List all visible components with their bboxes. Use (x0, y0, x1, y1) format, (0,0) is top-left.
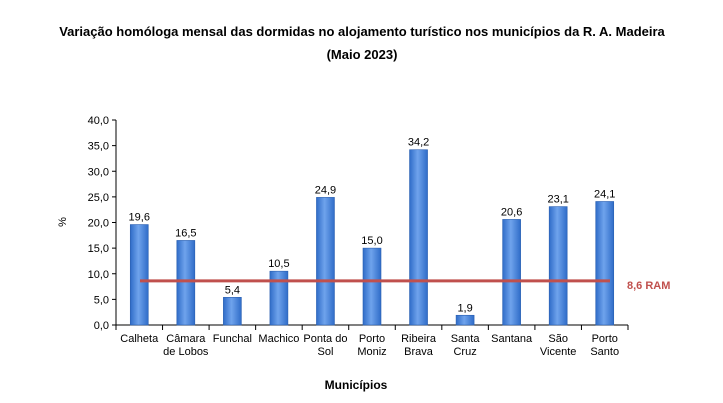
bar (223, 297, 242, 326)
bar (409, 149, 428, 326)
y-tick-label: 20,0 (88, 218, 109, 230)
y-tick-label: 35,0 (88, 141, 109, 153)
x-tick-label: Ribeira Brava (401, 333, 437, 358)
x-tick-label: Porto Moniz (357, 333, 386, 358)
x-tick-label: Funchal (213, 333, 252, 345)
bar (595, 201, 615, 326)
x-tick-label: Câmara de Lobos (163, 333, 209, 358)
reference-line-label: 8,6 RAM (627, 280, 670, 292)
y-tick-label: 0,0 (94, 320, 109, 332)
bar (362, 247, 382, 326)
y-tick-label: 5,0 (94, 294, 109, 306)
data-label: 15,0 (361, 235, 382, 247)
data-label: 19,6 (129, 212, 150, 224)
data-label: 24,9 (315, 184, 336, 196)
data-label: 5,4 (225, 284, 240, 296)
bar (269, 270, 289, 326)
data-label: 23,1 (547, 194, 568, 206)
x-tick-label: Machico (258, 333, 299, 345)
x-tick-label: São Vicente (540, 333, 577, 358)
plot-area: 0,0 5,0 10,0 15,0 20,0 25,0 30,0 35,0 40,0 19,6 Ca… (88, 115, 671, 358)
x-tick-label: Santa Cruz (451, 333, 481, 358)
data-label: 1,9 (457, 302, 472, 314)
chart-title: Variação homóloga mensal das dormidas no… (59, 24, 665, 39)
y-tick-label: 10,0 (88, 269, 109, 281)
bar (176, 240, 196, 326)
y-tick-label: 40,0 (88, 115, 109, 127)
data-label: 10,5 (268, 258, 289, 270)
x-tick-label: Ponta do Sol (303, 333, 347, 358)
bar (502, 219, 521, 326)
bar (548, 206, 568, 326)
x-tick-label: Porto Santo (590, 333, 619, 358)
x-tick-label: Santana (491, 333, 533, 345)
data-label: 34,2 (408, 137, 429, 149)
bar (455, 314, 475, 326)
bar (316, 197, 335, 326)
x-axis-title: Municípios (325, 378, 388, 392)
x-tick-label: Calheta (120, 333, 159, 345)
chart-subtitle: (Maio 2023) (327, 47, 398, 62)
y-tick-label: 30,0 (88, 166, 109, 178)
y-tick-label: 25,0 (88, 192, 109, 204)
data-label: 24,1 (594, 188, 615, 200)
y-tick-label: 15,0 (88, 243, 109, 255)
data-label: 20,6 (501, 206, 522, 218)
bar (129, 224, 149, 326)
y-axis-title: % (57, 217, 69, 227)
data-label: 16,5 (175, 227, 196, 239)
